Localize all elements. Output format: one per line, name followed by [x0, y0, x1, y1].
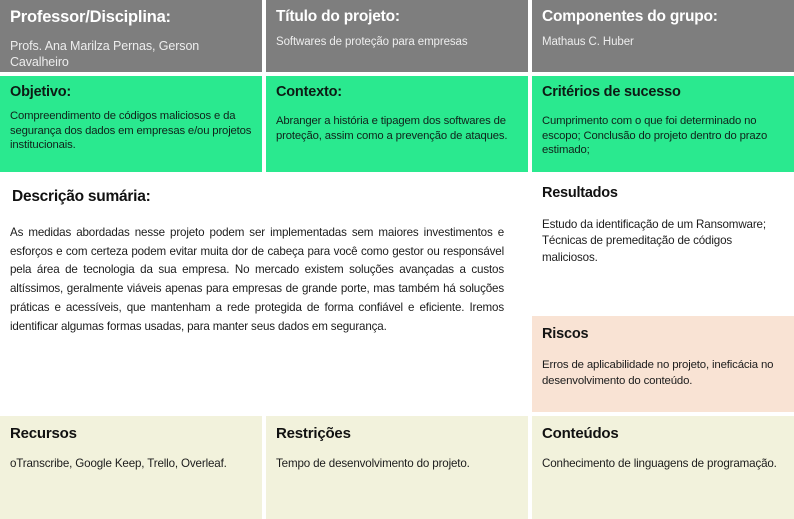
card-riscos: Riscos Erros de aplicabilidade no projet…: [532, 316, 794, 412]
descricao-text: As medidas abordadas nesse projeto podem…: [10, 225, 504, 333]
conteudos-text: Conhecimento de linguagens de programaçã…: [542, 457, 777, 471]
card-title-objetivo: Objetivo:: [10, 84, 72, 100]
card-title-restricoes: Restrições: [276, 425, 351, 442]
recursos-text: oTranscribe, Google Keep, Trello, Overle…: [10, 457, 227, 471]
objetivo-text: Compreendimento de códigos maliciosos e …: [10, 109, 252, 152]
card-objetivo: Objetivo: Compreendimento de códigos mal…: [0, 76, 262, 172]
card-componentes-grupo: Componentes do grupo: Mathaus C. Huber: [532, 0, 794, 72]
card-conteudos: Conteúdos Conhecimento de linguagens de …: [532, 416, 794, 519]
card-descricao-sumaria: Descrição sumária: As medidas abordadas …: [0, 176, 528, 412]
card-title-recursos: Recursos: [10, 425, 77, 442]
card-title-grupo: Componentes do grupo:: [542, 8, 718, 25]
restricoes-text: Tempo de desenvolvimento do projeto.: [276, 457, 470, 471]
card-title-professor: Professor/Disciplina:: [10, 8, 171, 26]
card-title-criterios: Critérios de sucesso: [542, 84, 681, 100]
resultados-text: Estudo da identificação de um Ransomware…: [542, 217, 766, 265]
riscos-text: Erros de aplicabilidade no projeto, inef…: [542, 358, 774, 388]
card-criterios-sucesso: Critérios de sucesso Cumprimento com o q…: [532, 76, 794, 172]
card-title-conteudos: Conteúdos: [542, 425, 619, 442]
contexto-text: Abranger a história e tipagem dos softwa…: [276, 114, 508, 142]
card-resultados: Resultados Estudo da identificação de um…: [532, 176, 794, 312]
group-members-value: Mathaus C. Huber: [542, 35, 634, 48]
card-title-contexto: Contexto:: [276, 84, 342, 100]
card-professor-disciplina: Professor/Disciplina: Profs. Ana Marilza…: [0, 0, 262, 72]
card-title-projeto: Título do projeto:: [276, 8, 400, 25]
criterios-text: Cumprimento com o que foi determinado no…: [542, 114, 768, 157]
card-contexto: Contexto: Abranger a história e tipagem …: [266, 76, 528, 172]
card-title-riscos: Riscos: [542, 326, 589, 342]
card-titulo-projeto: Título do projeto: Softwares de proteção…: [266, 0, 528, 72]
card-title-descricao: Descrição sumária:: [12, 188, 151, 205]
card-title-resultados: Resultados: [542, 185, 618, 201]
project-title-value: Softwares de proteção para empresas: [276, 35, 468, 48]
card-restricoes: Restrições Tempo de desenvolvimento do p…: [266, 416, 528, 519]
professor-names: Profs. Ana Marilza Pernas, Gerson Cavalh…: [10, 38, 200, 70]
card-recursos: Recursos oTranscribe, Google Keep, Trell…: [0, 416, 262, 519]
